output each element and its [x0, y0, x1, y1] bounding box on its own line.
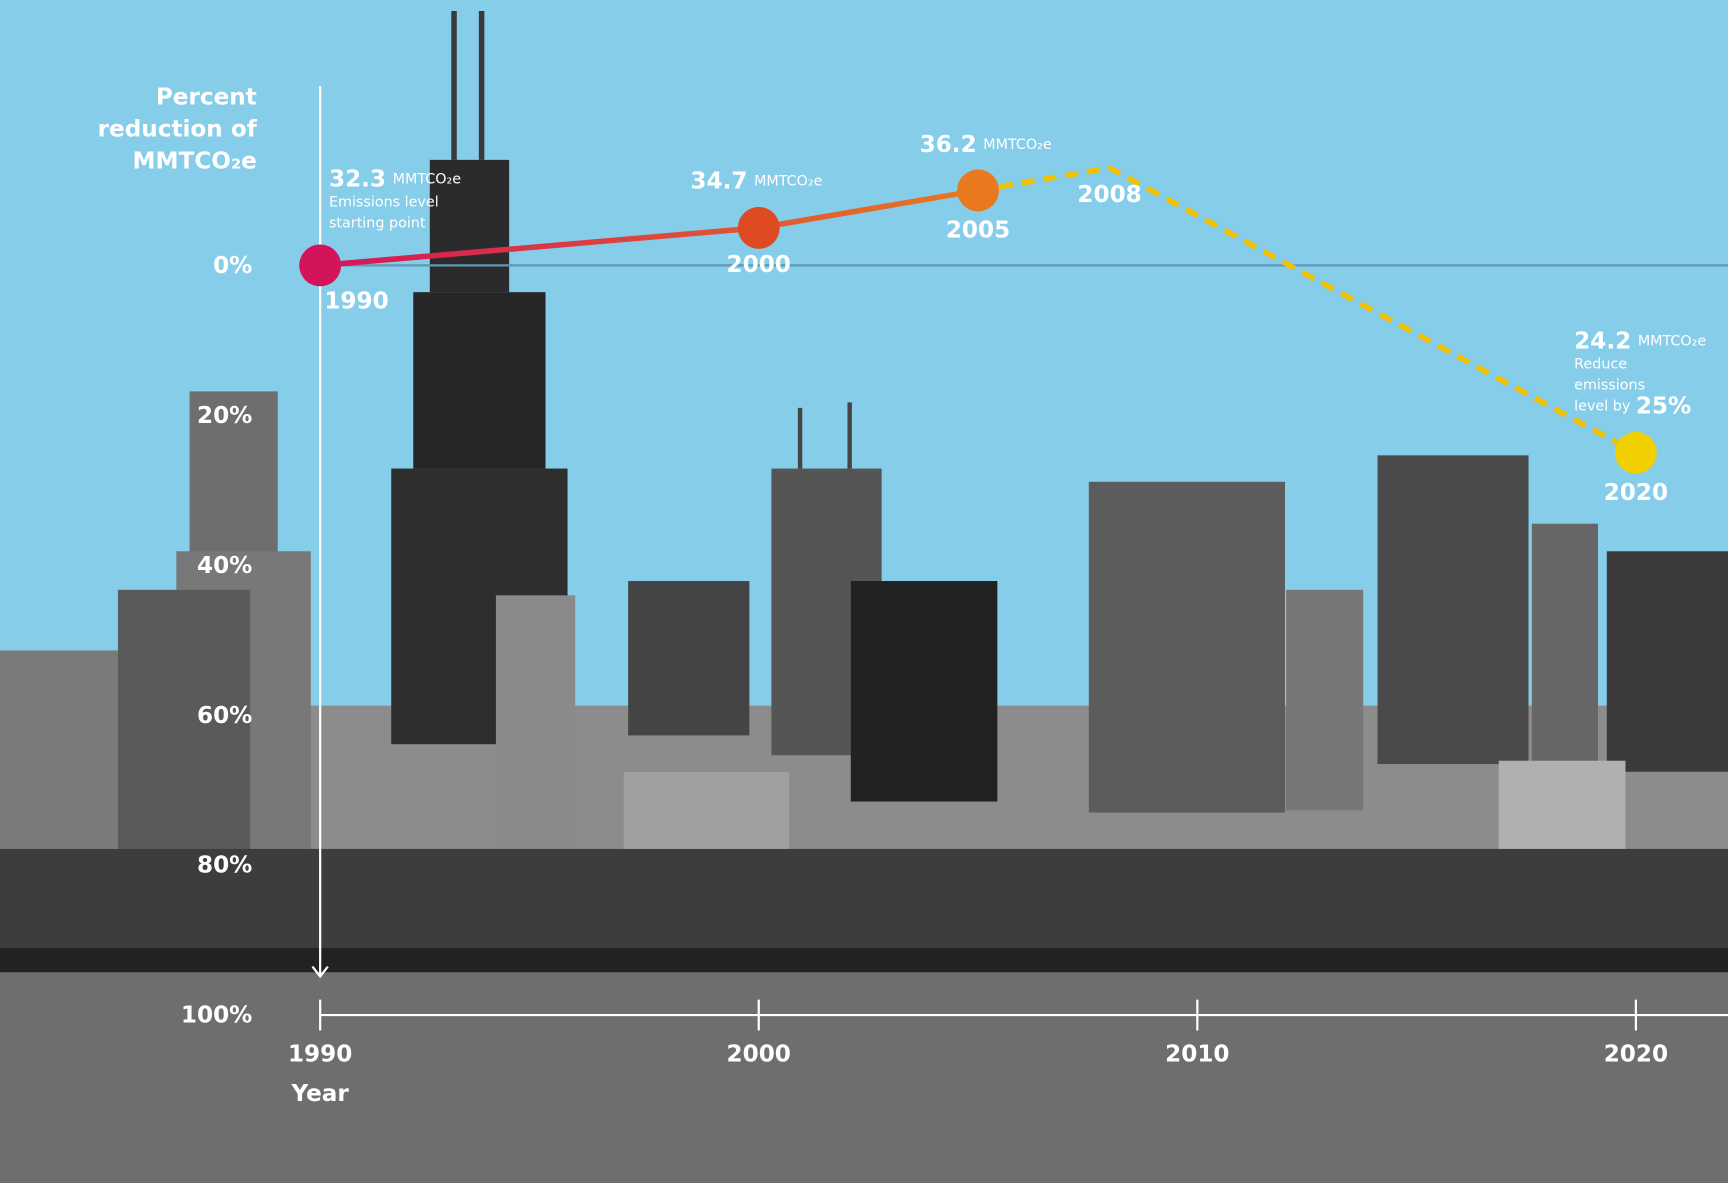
- note-line: starting point: [329, 215, 426, 231]
- point-year: 2008: [1077, 182, 1141, 208]
- y-tick-label: 0%: [213, 253, 252, 279]
- y-tick-label: 80%: [197, 853, 252, 879]
- emissions-label: 32.3 MMTCO₂e: [329, 166, 461, 192]
- note-line: level by 25%: [1574, 393, 1691, 419]
- emissions-value: 24.2: [1574, 328, 1631, 354]
- emissions-unit: MMTCO₂e: [983, 137, 1052, 153]
- emissions-label: 24.2 MMTCO₂e: [1574, 328, 1706, 354]
- y-tick-label: 40%: [197, 553, 252, 579]
- emissions-unit: MMTCO₂e: [393, 171, 462, 187]
- point-year: 2020: [1604, 480, 1668, 506]
- x-tick-label: 2000: [727, 1041, 791, 1067]
- x-axis-label: Year: [291, 1081, 350, 1107]
- y-tick-label: 60%: [197, 703, 252, 729]
- y-axis-label: reduction of: [98, 117, 258, 143]
- point: [957, 169, 999, 212]
- emissions-label: 36.2 MMTCO₂e: [920, 132, 1052, 158]
- note-line: Reduce: [1574, 357, 1627, 373]
- x-tick-label: 1990: [288, 1041, 352, 1067]
- note-highlight: 25%: [1636, 393, 1691, 419]
- note-line: emissions: [1574, 378, 1645, 394]
- line: [977, 165, 1638, 456]
- x-tick-label: 2010: [1165, 1041, 1229, 1067]
- note-text: level by: [1574, 399, 1631, 415]
- note-text: starting point: [329, 215, 426, 231]
- x-tick-label: 2020: [1604, 1041, 1668, 1067]
- emissions-label: 34.7 MMTCO₂e: [690, 168, 822, 194]
- y-axis-arrow: [311, 965, 329, 979]
- emissions-value: 34.7: [690, 168, 747, 194]
- point-year: 1990: [324, 288, 388, 314]
- emissions-unit: MMTCO₂e: [1638, 333, 1707, 349]
- emissions-unit: MMTCO₂e: [754, 174, 823, 190]
- note-line: Emissions level: [329, 195, 439, 211]
- y-axis-label: MMTCO₂e: [133, 149, 257, 175]
- note-text: emissions: [1574, 378, 1645, 394]
- y-tick-label: 100%: [181, 1003, 252, 1029]
- point: [1614, 431, 1657, 474]
- point: [299, 244, 342, 287]
- y-axis-label: Percent: [156, 85, 257, 111]
- emissions-value: 36.2: [920, 132, 977, 158]
- point: [737, 206, 780, 249]
- emissions-value: 32.3: [329, 166, 386, 192]
- point-year: 2005: [946, 218, 1010, 244]
- note-text: Emissions level: [329, 195, 439, 211]
- note-text: Reduce: [1574, 357, 1627, 373]
- y-tick-label: 20%: [197, 403, 252, 429]
- point-year: 2000: [727, 252, 791, 278]
